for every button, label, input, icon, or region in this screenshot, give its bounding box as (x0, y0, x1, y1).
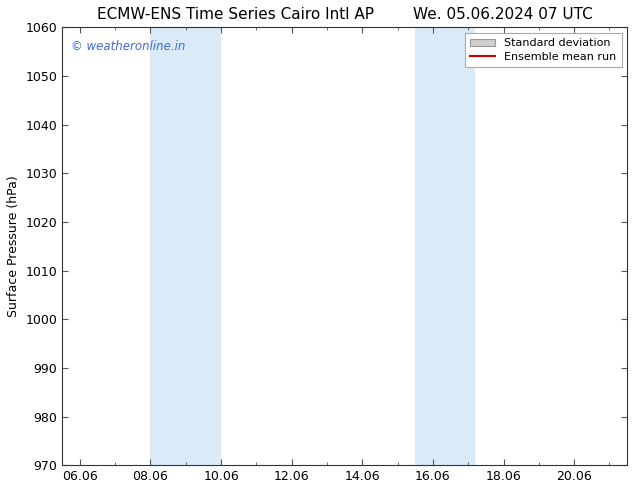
Text: © weatheronline.in: © weatheronline.in (71, 40, 185, 53)
Bar (150, 27, 221, 465)
Bar (415, 27, 476, 465)
Title: ECMW-ENS Time Series Cairo Intl AP        We. 05.06.2024 07 UTC: ECMW-ENS Time Series Cairo Intl AP We. 0… (97, 7, 593, 22)
Legend: Standard deviation, Ensemble mean run: Standard deviation, Ensemble mean run (465, 33, 621, 67)
Y-axis label: Surface Pressure (hPa): Surface Pressure (hPa) (7, 175, 20, 317)
